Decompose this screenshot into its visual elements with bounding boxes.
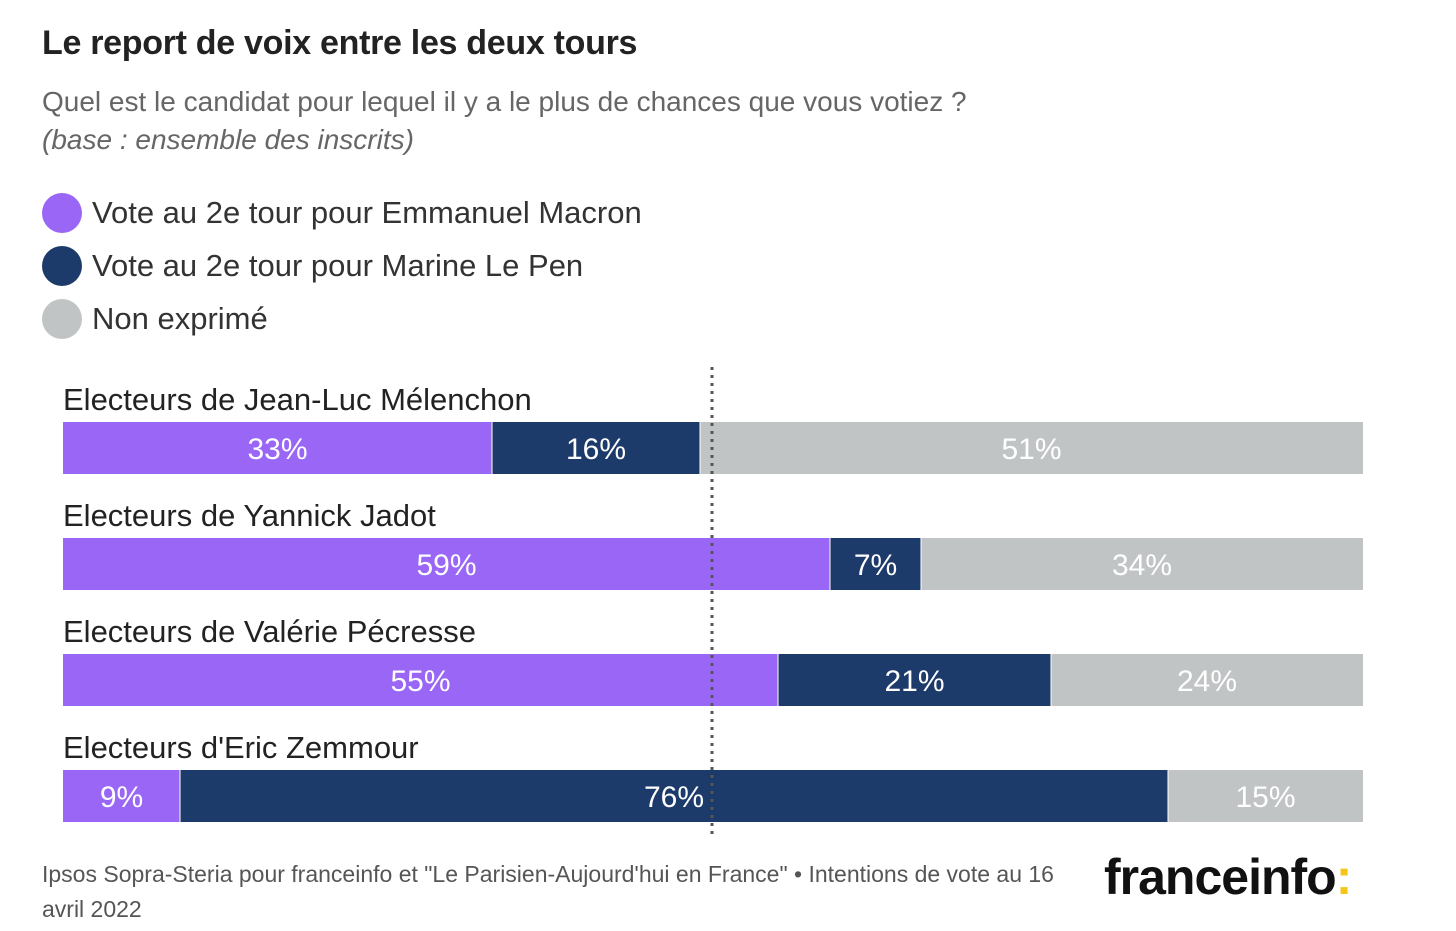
bar-pecresse-non-exprime [1051,654,1363,706]
value-label-pecresse-le-pen: 21% [884,665,944,698]
bar-pecresse-macron [63,654,778,706]
source-footer: Ipsos Sopra-Steria pour franceinfo et "L… [42,861,1054,922]
bar-jadot-le-pen [830,538,921,590]
category-label-zemmour: Electeurs d'Eric Zemmour [63,730,419,765]
legend-label-non-exprime: Non exprimé [92,300,268,336]
category-label-melenchon: Electeurs de Jean-Luc Mélenchon [63,382,532,417]
category-label-jadot: Electeurs de Yannick Jadot [63,498,436,533]
legend-item-non-exprime: Non exprimé [42,292,642,345]
value-label-pecresse-macron: 55% [390,665,450,698]
legend-label-le-pen: Vote au 2e tour pour Marine Le Pen [92,247,584,283]
value-label-jadot-non-exprime: 34% [1112,549,1172,582]
logo-text: franceinfo [1104,849,1337,905]
franceinfo-logo: franceinfo: [1104,848,1353,906]
bar-zemmour-non-exprime [1168,770,1363,822]
legend-swatch-non-exprime [42,298,82,339]
value-label-zemmour-macron: 9% [100,781,143,814]
chart-subtitle: Quel est le candidat pour lequel il y a … [42,86,967,117]
bar-melenchon-non-exprime [700,422,1363,474]
value-label-melenchon-non-exprime: 51% [1001,433,1061,466]
bar-jadot-non-exprime [921,538,1363,590]
value-label-jadot-le-pen: 7% [854,549,897,582]
value-label-jadot-macron: 59% [416,549,476,582]
legend: Vote au 2e tour pour Emmanuel Macron Vot… [42,186,642,345]
bar-melenchon-macron [63,422,492,474]
legend-swatch-macron [42,192,82,233]
legend-item-macron: Vote au 2e tour pour Emmanuel Macron [42,186,642,239]
value-label-zemmour-le-pen: 76% [644,781,704,814]
legend-label-macron: Vote au 2e tour pour Emmanuel Macron [92,194,642,230]
bar-zemmour-le-pen [180,770,1168,822]
chart-title: Le report de voix entre les deux tours [42,24,638,62]
chart-note: (base : ensemble des inscrits) [42,124,414,155]
category-label-pecresse: Electeurs de Valérie Pécresse [63,614,476,649]
value-label-zemmour-non-exprime: 15% [1235,781,1295,814]
bar-pecresse-le-pen [778,654,1051,706]
bar-zemmour-macron [63,770,180,822]
logo-dots: : [1335,849,1353,905]
value-label-melenchon-macron: 33% [247,433,307,466]
value-label-pecresse-non-exprime: 24% [1177,665,1237,698]
legend-swatch-le-pen [42,245,82,286]
bar-jadot-macron [63,538,830,590]
value-label-melenchon-le-pen: 16% [566,433,626,466]
bar-melenchon-le-pen [492,422,700,474]
legend-item-le-pen: Vote au 2e tour pour Marine Le Pen [42,239,642,292]
